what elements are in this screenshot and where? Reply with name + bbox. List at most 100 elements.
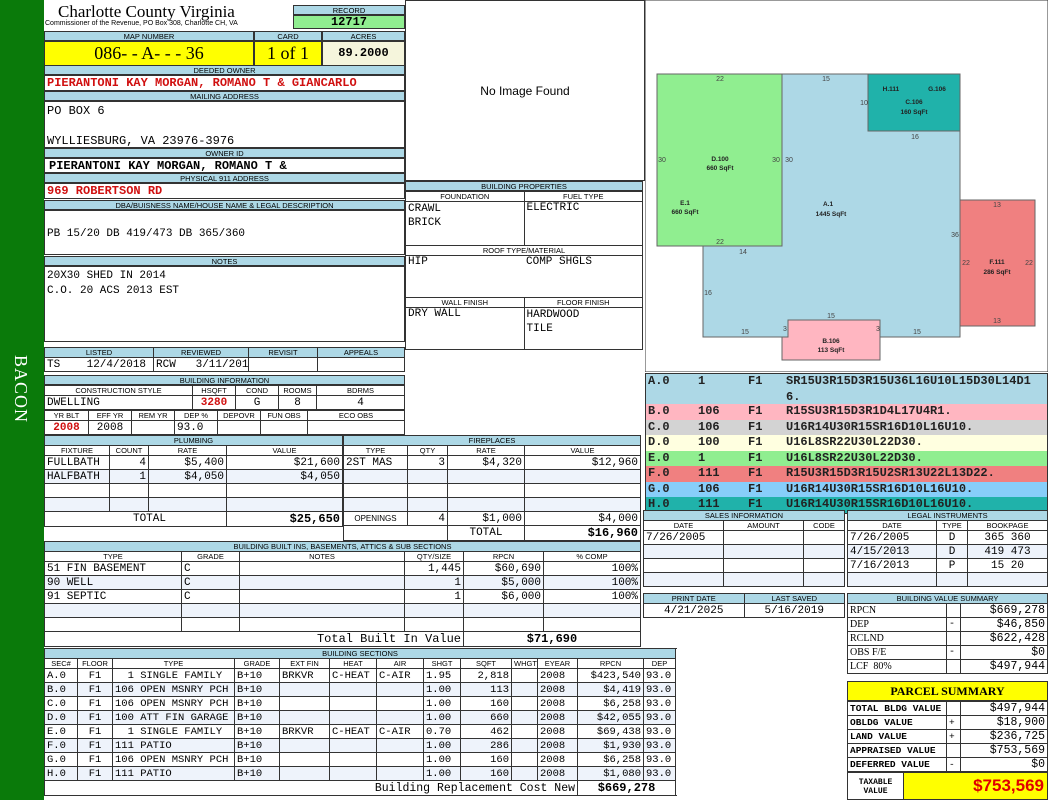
district-sidebar: BACON bbox=[0, 0, 44, 800]
depovr-value bbox=[217, 420, 261, 435]
column-header: COUNT bbox=[109, 445, 149, 456]
deeded-owner-label: DEEDED OWNER bbox=[44, 65, 405, 75]
column-header: RATE bbox=[447, 445, 525, 456]
table-row: 90 WELL C 1 $5,000 100% bbox=[44, 575, 641, 590]
legend-row: F.0 111 F1 R15U3R15D3R15U2SR13U22L13D22. bbox=[646, 466, 1047, 482]
column-header: DATE bbox=[643, 520, 724, 531]
table-cell bbox=[239, 617, 405, 632]
table-cell: 4 bbox=[407, 511, 448, 526]
table-cell bbox=[643, 558, 724, 573]
table-cell: 1.95 bbox=[423, 668, 461, 683]
column-header: AMOUNT bbox=[723, 520, 804, 531]
table-cell: 1 SINGLE FAMILY bbox=[112, 724, 235, 739]
table-cell bbox=[803, 544, 845, 559]
sketch-dimension: 15 bbox=[913, 329, 921, 336]
sketch-label: B.106 bbox=[822, 338, 840, 345]
table-cell: 100% bbox=[543, 589, 641, 604]
legend-floor: F1 bbox=[748, 466, 763, 480]
map-number: 086- - A- - - 36 bbox=[44, 41, 254, 66]
eff-yr-label: EFF YR bbox=[88, 410, 132, 421]
notes-text: 20X30 SHED IN 2014 C.O. 20 ACS 2013 EST bbox=[44, 266, 405, 342]
table-cell: $4,419 bbox=[577, 682, 644, 697]
table-row: TOTAL BLDG VALUE $497,944 bbox=[847, 701, 1048, 716]
table-cell bbox=[447, 497, 525, 512]
table-cell: 51 FIN BASEMENT bbox=[44, 561, 182, 576]
table-row bbox=[44, 617, 641, 632]
print-date: 4/21/2025 bbox=[643, 603, 745, 618]
legal-label: LEGAL INSTRUMENTS bbox=[847, 510, 1048, 521]
table-cell: OPENINGS bbox=[343, 511, 408, 526]
table-cell: $6,258 bbox=[577, 752, 644, 767]
eff-yr-value: 2008 bbox=[88, 420, 132, 435]
map-number-label: MAP NUMBER bbox=[44, 31, 254, 41]
table-cell: 0.70 bbox=[423, 724, 461, 739]
table-cell: $4,050 bbox=[226, 469, 343, 484]
listing-table: LISTED REVIEWED REVISIT APPEALS TS 12/4/201… bbox=[44, 347, 405, 372]
table-cell bbox=[803, 530, 845, 545]
cond-label: COND bbox=[235, 385, 279, 396]
legend-path: R15U3R15D3R15U2SR13U22L13D22. bbox=[786, 466, 995, 480]
taxable-value: $753,569 bbox=[904, 773, 1047, 799]
table-cell: 111 PATIO bbox=[112, 766, 235, 781]
table-cell: $4,050 bbox=[148, 469, 227, 484]
table-cell bbox=[946, 743, 961, 758]
table-cell bbox=[148, 483, 227, 498]
column-header: SEC# bbox=[44, 658, 78, 669]
rem-yr-label: REM YR bbox=[131, 410, 175, 421]
floor-finish-value: HARDWOOD bbox=[526, 309, 580, 321]
legend-floor: F1 bbox=[748, 481, 763, 496]
table-cell: + bbox=[946, 729, 961, 744]
cond-value: G bbox=[235, 395, 279, 410]
table-cell bbox=[936, 572, 968, 587]
table-cell: 286 bbox=[460, 738, 512, 753]
table-cell: 1 SINGLE FAMILY bbox=[112, 668, 235, 683]
table-cell bbox=[44, 497, 110, 512]
listed-label: LISTED bbox=[44, 347, 154, 358]
legend-sec: C.0 bbox=[648, 419, 670, 434]
sketch-label: D.100 bbox=[711, 156, 729, 163]
table-cell: Total Built In Value bbox=[44, 631, 464, 647]
dba-label: DBA/BUISNESS NAME/HOUSE NAME & LEGAL DES… bbox=[44, 200, 405, 210]
legend-path: U16L8SR22U30L22D30. bbox=[786, 435, 923, 449]
legend-path: R15SU3R15D3R1D4L17U4R1. bbox=[786, 404, 952, 418]
parcel-summary-title: PARCEL SUMMARY bbox=[847, 681, 1048, 701]
table-cell: 7/26/2005 bbox=[847, 530, 937, 545]
legend-code: 111 bbox=[698, 466, 720, 480]
table-cell: 419 473 bbox=[967, 544, 1048, 559]
table-cell bbox=[511, 724, 538, 739]
building-sections-label: BUILDING SECTIONS bbox=[44, 648, 676, 659]
table-row bbox=[343, 497, 641, 512]
table-cell: B+10 bbox=[234, 682, 280, 697]
table-cell: $1,930 bbox=[577, 738, 644, 753]
building-properties: BUILDING PROPERTIES FOUNDATION FUEL TYPE … bbox=[405, 181, 643, 350]
legend-floor: F1 bbox=[748, 419, 763, 434]
table-cell bbox=[239, 575, 405, 590]
table-cell: 2008 bbox=[537, 724, 578, 739]
table-cell: 106 OPEN MSNRY PCH bbox=[112, 696, 235, 711]
yr-blt-label: YR BLT bbox=[44, 410, 89, 421]
sketch-dimension: 36 bbox=[951, 232, 959, 239]
table-cell bbox=[279, 696, 330, 711]
sketch-label: 1445 SqFt bbox=[816, 211, 848, 218]
table-cell bbox=[329, 752, 377, 767]
table-cell: F1 bbox=[77, 710, 113, 725]
table-cell: FULLBATH bbox=[44, 455, 110, 470]
table-cell bbox=[343, 483, 408, 498]
table-cell: 93.0 bbox=[643, 668, 676, 683]
sketch-label: 113 SqFt bbox=[818, 347, 846, 354]
sketch-section-d-e bbox=[656, 73, 783, 247]
built-ins-table: BUILDING BUILT INS, BASEMENTS, ATTICS & … bbox=[44, 541, 641, 647]
building-value-summary: BUILDING VALUE SUMMARY RPCN $669,278 DEP - $… bbox=[847, 593, 1048, 674]
legend-row: D.0 100 F1 U16L8SR22U30L22D30. bbox=[646, 435, 1047, 451]
table-cell bbox=[329, 696, 377, 711]
sketch-dimension: 13 bbox=[993, 318, 1001, 325]
table-cell: 4 bbox=[109, 455, 149, 470]
roof-type-value: HIP bbox=[405, 255, 524, 298]
reviewed-value: RCW 3/11/2019 bbox=[153, 357, 249, 372]
table-cell bbox=[946, 631, 961, 646]
table-row: G.0 F1 106 OPEN MSNRY PCH B+10 1.00 160 2008 $6… bbox=[44, 752, 676, 767]
table-cell bbox=[946, 701, 961, 716]
column-header: DEP bbox=[643, 658, 676, 669]
table-cell: 1 bbox=[404, 575, 464, 590]
